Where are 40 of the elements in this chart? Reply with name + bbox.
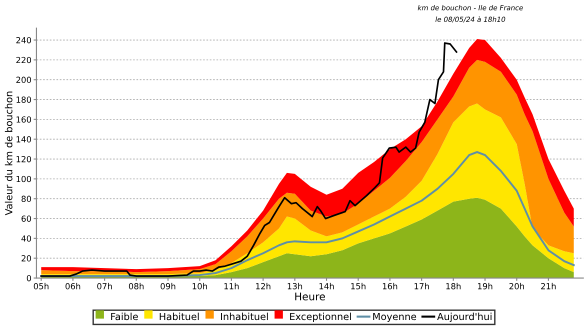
line-series: [40, 42, 458, 277]
x-tick-label: 16h: [382, 282, 398, 290]
x-tick-label: 17h: [414, 282, 429, 290]
x-tick-label: 19h: [478, 282, 492, 290]
y-tick-label: 140: [16, 136, 32, 142]
legend-label: Aujourd'hui: [437, 312, 492, 322]
legend-label: Exceptionnel: [290, 312, 351, 322]
y-tick-label: 180: [16, 96, 32, 103]
x-tick-label: 06h: [66, 282, 80, 290]
x-tick-label: 15h: [351, 282, 366, 290]
legend-label: Faible: [111, 312, 138, 320]
y-tick-label: 20: [22, 255, 32, 262]
x-tick-label: 21h: [541, 282, 556, 290]
line-series: [40, 151, 575, 278]
x-tick-label: 18h: [446, 282, 461, 290]
y-tick-label: 200: [16, 76, 32, 83]
x-axis-title: Heure: [295, 292, 325, 300]
x-tick-label: 12h: [256, 282, 270, 290]
y-tick-label: 0: [26, 275, 32, 282]
x-tick-label: 20h: [509, 282, 524, 290]
x-tick-label: 08h: [128, 282, 144, 290]
x-tick-label: 05h: [34, 282, 48, 290]
x-tick-label: 11h: [224, 282, 239, 290]
x-tick-label: 10h: [192, 282, 207, 290]
y-tick-label: 100: [16, 176, 32, 182]
y-tick-label: 160: [16, 116, 32, 123]
x-tick-label: 07h: [97, 282, 112, 290]
y-tick-label: 120: [16, 156, 32, 162]
y-tick-label: 40: [21, 235, 32, 242]
y-tick-label: 80: [22, 196, 32, 202]
y-tick-label: 220: [16, 56, 32, 64]
legend-label: Habituel: [160, 312, 199, 320]
y-axis-title: Valeur du km de bouchon: [4, 92, 12, 216]
legend-label: Inhabituel: [221, 312, 268, 320]
x-tick-label: 09h: [160, 282, 176, 290]
y-tick-label: 60: [22, 216, 32, 222]
x-tick-label: 14h: [319, 282, 334, 290]
x-tick-label: 13h: [288, 282, 302, 290]
y-tick-label: 240: [16, 37, 32, 44]
legend-label: Moyenne: [373, 312, 416, 322]
